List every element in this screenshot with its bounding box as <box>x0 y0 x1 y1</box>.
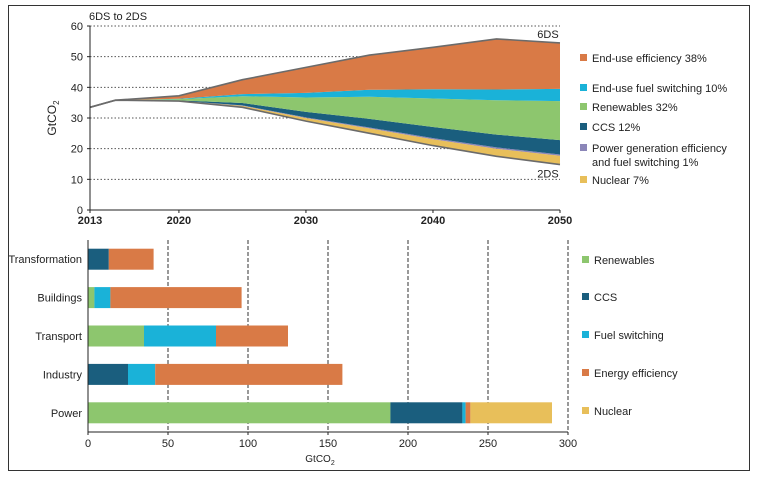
category-label-transport: Transport <box>35 331 82 343</box>
legend-label-line: Power generation efficiency <box>592 143 727 155</box>
legend-label-renewables: Renewables <box>594 255 655 267</box>
x-tick-label: 150 <box>319 438 337 450</box>
x-tick-label: 250 <box>479 438 497 450</box>
legend-swatch-energy-efficiency <box>582 369 589 376</box>
bar-transport-renewables <box>88 325 144 347</box>
x-tick-label: 2020 <box>167 215 191 227</box>
x-tick-label: 2050 <box>548 215 572 227</box>
bar-power-fuel-switching <box>462 402 466 424</box>
bar-industry-energy-efficiency <box>155 363 343 385</box>
y-tick-label: 40 <box>71 82 83 94</box>
y-axis-label: GtCO2 <box>45 100 61 136</box>
category-label-power: Power <box>51 408 83 420</box>
legend-swatch-end-use-efficiency-38 <box>580 54 587 61</box>
legend-swatch-nuclear-7 <box>580 176 587 183</box>
legend-label-energy-efficiency: Energy efficiency <box>594 368 678 380</box>
legend-swatch-end-use-fuel-switching-10 <box>580 84 587 91</box>
x-tick-label: 2013 <box>78 215 102 227</box>
category-label-industry: Industry <box>43 369 83 381</box>
legend-label-power-generation-efficiency-and-fuel-switching-1: Power generation efficiency and fuel swit… <box>592 143 727 169</box>
legend-label-end-use-efficiency-38: End-use efficiency 38% <box>592 53 707 65</box>
legend-swatch-renewables <box>582 256 589 263</box>
legend-label-ccs: CCS <box>594 292 617 304</box>
annotation-2ds: 2DS <box>537 169 558 181</box>
area-end-use-efficiency-38 <box>90 38 560 108</box>
x-tick-label: 0 <box>85 438 91 450</box>
x-axis-label-subscript: 2 <box>331 460 335 467</box>
y-tick-label: 30 <box>71 113 83 125</box>
bar-power-ccs <box>390 402 463 424</box>
area-renewables-32 <box>90 96 560 141</box>
category-label-buildings: Buildings <box>37 293 82 305</box>
bar-chart: Transformation Buildings Transport Industry… <box>8 240 678 467</box>
legend-swatch-nuclear <box>582 407 589 414</box>
x-axis-label-main: GtCO <box>305 454 331 465</box>
x-tick-label: 100 <box>239 438 257 450</box>
legend-swatch-fuel-switching <box>582 331 589 338</box>
bar-transport-energy-efficiency <box>216 325 288 347</box>
y-tick-label: 20 <box>71 144 83 156</box>
x-tick-label: 2040 <box>421 215 445 227</box>
x-tick-label: 200 <box>399 438 417 450</box>
line-2ds <box>89 99 561 166</box>
area-ccs-12 <box>90 100 560 155</box>
chart-title: 6DS to 2DS <box>89 11 147 23</box>
legend-swatch-ccs <box>582 293 589 300</box>
category-label-transformation: Transformation <box>8 254 82 266</box>
bar-buildings-renewables <box>88 287 95 309</box>
annotation-6ds: 6DS <box>537 29 558 41</box>
bar-buildings-energy-efficiency <box>110 287 242 309</box>
y-tick-label: 50 <box>71 52 83 64</box>
bar-industry-ccs <box>88 363 128 385</box>
y-axis-label-subscript: 2 <box>52 100 61 105</box>
x-axis-label: GtCO2 <box>305 454 335 467</box>
legend-label-nuclear-7: Nuclear 7% <box>592 175 649 187</box>
y-axis-label-main: GtCO <box>45 105 59 136</box>
area-end-use-fuel-switching-10 <box>90 88 560 108</box>
bar-industry-fuel-switching <box>128 363 156 385</box>
legend-swatch-power-generation-efficiency-and-fuel-switching-1 <box>580 144 587 151</box>
legend-label-nuclear: Nuclear <box>594 406 632 418</box>
bar-transformation-energy-efficiency <box>108 248 154 270</box>
bar-power-energy-efficiency <box>465 402 471 424</box>
bar-transformation-ccs <box>88 248 109 270</box>
y-tick-label: 0 <box>77 205 83 217</box>
y-tick-label: 60 <box>71 21 83 33</box>
figure-frame <box>8 5 750 471</box>
legend-label-end-use-fuel-switching-10: End-use fuel switching 10% <box>592 83 727 95</box>
legend-label-line: and fuel switching 1% <box>592 157 699 169</box>
y-tick-label: 10 <box>71 174 83 186</box>
x-tick-label: 50 <box>162 438 174 450</box>
legend-label-fuel-switching: Fuel switching <box>594 330 664 342</box>
area-power-generation-efficiency-and-fuel-switching-1 <box>90 100 560 156</box>
bar-power-nuclear <box>470 402 552 424</box>
legend-label-renewables-32: Renewables 32% <box>592 102 678 114</box>
legend-label-ccs-12: CCS 12% <box>592 122 641 134</box>
x-tick-label: 2030 <box>294 215 318 227</box>
bar-buildings-fuel-switching <box>94 287 111 309</box>
line-6ds <box>89 38 561 109</box>
legend-swatch-ccs-12 <box>580 123 587 130</box>
bar-power-renewables <box>88 402 391 424</box>
x-tick-label: 300 <box>559 438 577 450</box>
legend-swatch-renewables-32 <box>580 103 587 110</box>
bar-transport-fuel-switching <box>144 325 216 347</box>
